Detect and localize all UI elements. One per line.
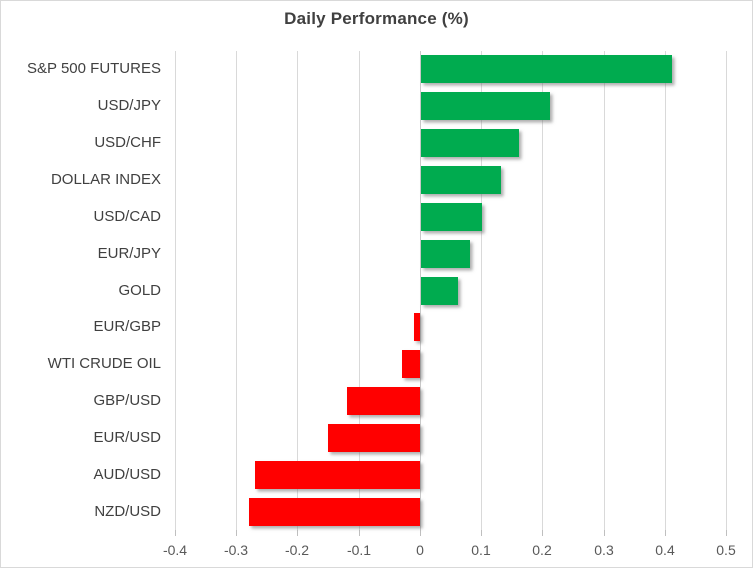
x-axis-tick-label: 0.4: [655, 542, 675, 558]
gridline: [175, 51, 176, 530]
bar-usd-cad: [421, 203, 482, 231]
category-label-gbp-usd: GBP/USD: [93, 392, 161, 409]
x-axis-tick-label: 0.1: [471, 542, 491, 558]
x-axis-tick-label: 0.5: [716, 542, 736, 558]
axis-tick-mark: [420, 530, 421, 536]
gridline: [236, 51, 237, 530]
bar-gold: [421, 277, 458, 305]
gridline: [665, 51, 666, 530]
bar-nzd-usd: [249, 498, 420, 526]
axis-tick-mark: [297, 530, 298, 536]
x-axis-tick-label: -0.3: [223, 542, 249, 558]
gridline: [481, 51, 482, 530]
bar-gbp-usd: [347, 387, 420, 415]
gridline: [726, 51, 727, 530]
bar-eur-jpy: [421, 240, 470, 268]
x-axis-tick-label: -0.1: [346, 542, 372, 558]
category-label-eur-gbp: EUR/GBP: [93, 318, 161, 335]
bar-eur-usd: [328, 424, 420, 452]
gridline: [297, 51, 298, 530]
category-label-gold: GOLD: [118, 282, 161, 299]
gridline: [604, 51, 605, 530]
category-label-nzd-usd: NZD/USD: [94, 503, 161, 520]
category-label-usd-jpy: USD/JPY: [97, 97, 161, 114]
category-label-wti-crude-oil: WTI CRUDE OIL: [47, 355, 161, 372]
axis-tick-mark: [604, 530, 605, 536]
category-label-usd-cad: USD/CAD: [93, 208, 161, 225]
bar-usd-chf: [421, 129, 519, 157]
axis-tick-mark: [726, 530, 727, 536]
axis-tick-mark: [481, 530, 482, 536]
x-axis-tick-label: 0.3: [594, 542, 614, 558]
chart-title: Daily Performance (%): [284, 9, 469, 28]
axis-tick-mark: [542, 530, 543, 536]
category-label-s-p-500-futures: S&P 500 FUTURES: [27, 60, 161, 77]
zero-axis-line: [420, 51, 421, 530]
bar-aud-usd: [255, 461, 420, 489]
axis-tick-mark: [175, 530, 176, 536]
bar-eur-gbp: [414, 313, 420, 341]
axis-tick-mark: [236, 530, 237, 536]
gridline: [542, 51, 543, 530]
category-label-eur-jpy: EUR/JPY: [97, 245, 161, 262]
gridline: [359, 51, 360, 530]
bar-wti-crude-oil: [402, 350, 420, 378]
category-label-usd-chf: USD/CHF: [94, 134, 161, 151]
x-axis-tick-label: 0.2: [532, 542, 552, 558]
category-label-aud-usd: AUD/USD: [93, 466, 161, 483]
x-axis-tick-label: -0.4: [162, 542, 188, 558]
x-axis-tick-label: 0: [416, 542, 424, 558]
bar-usd-jpy: [421, 92, 550, 120]
bar-dollar-index: [421, 166, 501, 194]
axis-tick-mark: [359, 530, 360, 536]
category-label-eur-usd: EUR/USD: [93, 429, 161, 446]
x-axis-tick-label: -0.2: [284, 542, 310, 558]
bar-s-p-500-futures: [421, 55, 672, 83]
axis-tick-mark: [665, 530, 666, 536]
category-label-dollar-index: DOLLAR INDEX: [50, 171, 161, 188]
